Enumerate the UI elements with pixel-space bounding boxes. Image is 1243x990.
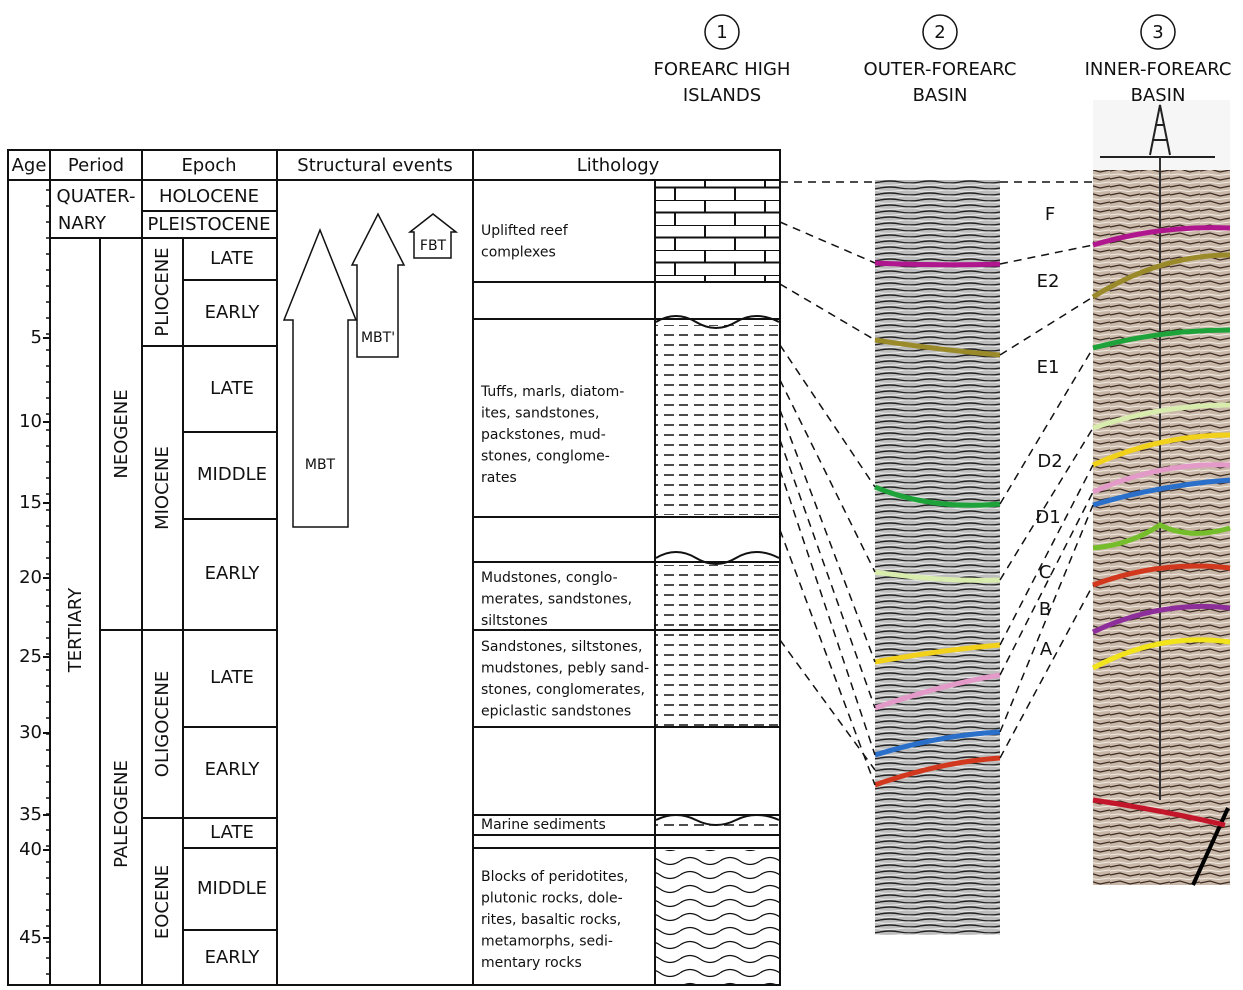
lithology-text: epiclastic sandstones: [481, 704, 631, 720]
age-tick-label: 45: [19, 927, 42, 948]
epoch-subdivision: LATE: [210, 667, 254, 688]
epoch-subdivision: EARLY: [205, 759, 261, 780]
column-label: INNER-FOREARC: [1085, 59, 1232, 80]
lithology-text: mentary rocks: [481, 955, 582, 971]
epoch-subdivision: EARLY: [205, 302, 261, 323]
structural-event: MBT': [361, 330, 395, 346]
column-header: Lithology: [577, 155, 660, 176]
column-label: BASIN: [913, 85, 968, 106]
horizon-label: E1: [1037, 357, 1060, 378]
epoch-subdivision: LATE: [210, 822, 254, 843]
lithology-text: Mudstones, conglo-: [481, 570, 618, 586]
column-header: Epoch: [181, 155, 236, 176]
lithology-text: rates: [481, 470, 517, 486]
epoch: MIOCENE: [152, 446, 173, 530]
column-number: 1: [716, 22, 727, 43]
age-tick-label: 40: [19, 839, 42, 860]
period: TERTIARY: [65, 587, 86, 674]
age-tick-label: 30: [19, 722, 42, 743]
lithology-text: Blocks of peridotites,: [481, 869, 628, 885]
period: QUATER-: [57, 186, 136, 207]
epoch: OLIGOCENE: [152, 671, 173, 777]
column-label: ISLANDS: [683, 85, 761, 106]
column-header: Age: [12, 155, 47, 176]
epoch-subdivision: LATE: [210, 378, 254, 399]
horizon-label: D2: [1037, 451, 1062, 472]
horizon-label: C: [1039, 562, 1052, 583]
lithology-text: siltstones: [481, 613, 548, 629]
column-label: BASIN: [1131, 85, 1186, 106]
epoch-subdivision: EARLY: [205, 947, 261, 968]
epoch-subdivision: LATE: [210, 248, 254, 269]
structural-event: FBT: [420, 238, 447, 254]
lithology-text: rites, basaltic rocks,: [481, 912, 621, 928]
epoch-subdivision: MIDDLE: [197, 464, 267, 485]
epoch: EOCENE: [152, 865, 173, 939]
horizon-label: B: [1039, 599, 1051, 620]
period: PALEOGENE: [111, 760, 132, 868]
column-label: OUTER-FOREARC: [864, 59, 1017, 80]
lithology-text: plutonic rocks, dole-: [481, 891, 623, 907]
lithology-text: packstones, mud-: [481, 427, 606, 443]
horizon-label: A: [1040, 639, 1053, 660]
lithology-text: metamorphs, sedi-: [481, 934, 613, 950]
horizon-label: E2: [1037, 271, 1060, 292]
lithology-text: stones, conglomerates,: [481, 682, 645, 698]
period: NEOGENE: [111, 389, 132, 478]
lithology-text: Sandstones, siltstones,: [481, 639, 642, 655]
lithology-text: mudstones, pebly sand-: [481, 661, 649, 677]
lithology-text: Marine sediments: [481, 817, 606, 833]
epoch-subdivision: MIDDLE: [197, 878, 267, 899]
column-number: 2: [934, 22, 945, 43]
horizon-label: F: [1045, 204, 1055, 225]
column-number: 3: [1152, 22, 1163, 43]
age-tick-label: 5: [31, 327, 42, 348]
epoch: PLEISTOCENE: [148, 214, 271, 235]
lithology-text: Tuffs, marls, diatom-: [480, 384, 624, 400]
lithology-text: stones, conglome-: [481, 449, 610, 465]
epoch-subdivision: EARLY: [205, 563, 261, 584]
horizon-label: D1: [1035, 507, 1060, 528]
age-tick-label: 20: [19, 567, 42, 588]
column-header: Period: [68, 155, 124, 176]
lithology-text: complexes: [481, 245, 556, 261]
lithology-text: merates, sandstones,: [481, 592, 632, 608]
lithology-text: ites, sandstones,: [481, 406, 599, 422]
age-tick-label: 25: [19, 646, 42, 667]
age-tick-label: 35: [19, 804, 42, 825]
lithology-text: Uplifted reef: [481, 223, 569, 239]
epoch: PLIOCENE: [152, 247, 173, 336]
layout: [7, 14, 1231, 986]
structural-event: MBT: [305, 457, 336, 473]
age-tick-label: 10: [19, 411, 42, 432]
epoch: HOLOCENE: [159, 186, 259, 207]
period: NARY: [58, 213, 107, 234]
column-header: Structural events: [297, 155, 452, 176]
column-label: FOREARC HIGH: [654, 59, 791, 80]
age-tick-label: 15: [19, 492, 42, 513]
